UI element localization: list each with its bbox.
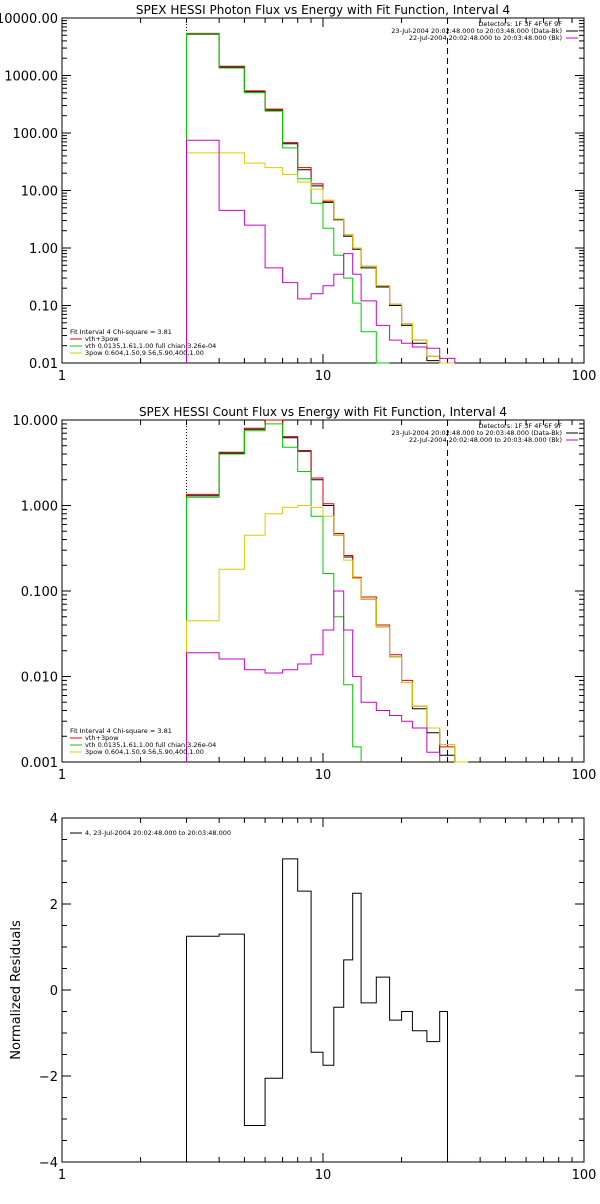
y-tick-label: 0.10 [29, 300, 58, 315]
series-3pow [186, 505, 469, 763]
series-vth [186, 423, 362, 762]
residuals-plot: 1 10 100 −4 −2 0 2 4 Normalized Residuals 4, 23-J… [9, 812, 596, 1183]
y-tick-label: 4 [50, 812, 58, 827]
y-tick-label: 10000.00 [0, 12, 58, 27]
legend-entry: 3pow 0.604,1.50,9.56,5.90,400,1.00 [85, 349, 204, 357]
y-tick-label: 2 [50, 898, 58, 913]
series-vth [186, 33, 390, 364]
chart-title: SPEX HESSI Photon Flux vs Energy with Fi… [136, 3, 510, 17]
legend-entry: 3pow 0.604,1.50,9.56,5.90,400,1.00 [85, 748, 204, 756]
y-tick-label: 100.00 [13, 127, 59, 142]
x-tick-label: 1 [58, 1168, 66, 1183]
legend-entry: 23-Jul-2004 20:02:48.000 to 20:03:48.000… [391, 27, 562, 35]
legend-entry: Detectors: 1F 3F 4F 6F 9F [478, 422, 562, 430]
chart-title: SPEX HESSI Count Flux vs Energy with Fit… [139, 405, 507, 419]
x-tick-label: 10 [315, 768, 332, 783]
plot-frame [61, 419, 585, 763]
legend-entry: 22-Jul-2004 20:02:48.000 to 20:03:48.000… [409, 34, 562, 42]
series-data-bk [186, 419, 456, 762]
series-residuals [186, 858, 448, 1162]
legend-entry: 4, 23-Jul-2004 20:02:48.000 to 20:03:48.… [85, 829, 231, 837]
x-tick-label: 100 [572, 768, 597, 783]
y-tick-label: 1000.00 [4, 70, 58, 85]
y-tick-label: 0.010 [21, 671, 58, 686]
legend-entry: vth+3pow [85, 734, 119, 742]
series-bk [186, 590, 441, 762]
legend-entry: Fit Interval 4 Chi-square = 3.81 [70, 328, 172, 336]
series-3pow [186, 152, 455, 364]
plot-frame [61, 817, 585, 1163]
x-tick-label: 100 [572, 369, 597, 384]
y-tick-label: 10.000 [13, 414, 59, 429]
legend-entry: Detectors: 1F 3F 4F 6F 9F [478, 20, 562, 28]
count-flux-plot: SPEX HESSI Count Flux vs Energy with Fit… [13, 405, 597, 783]
series-vth-3pow [186, 32, 455, 364]
y-tick-label: 1.00 [29, 242, 58, 257]
photon-flux-plot: SPEX HESSI Photon Flux vs Energy with Fi… [0, 3, 596, 384]
y-axis-label: Normalized Residuals [9, 920, 24, 1060]
legend-entry: Fit Interval 4 Chi-square = 3.81 [70, 727, 172, 735]
y-tick-label: 0.01 [29, 357, 58, 372]
x-tick-label: 1 [58, 369, 66, 384]
legend-entry: vth 0.0135,1.61,1.00 full chian 3.26e-04 [85, 741, 216, 749]
x-tick-label: 10 [315, 369, 332, 384]
y-tick-label: 0 [50, 984, 58, 999]
legend-entry: 23-Jul-2004 20:02:48.000 to 20:03:48.000… [391, 429, 562, 437]
legend-entry: 22-Jul-2004 20:02:48.000 to 20:03:48.000… [409, 436, 562, 444]
y-tick-label: 1.000 [21, 500, 58, 515]
x-tick-label: 10 [315, 1168, 332, 1183]
legend-entry: vth+3pow [85, 335, 119, 343]
series-vth-3pow [186, 419, 456, 762]
series-bk [186, 139, 456, 363]
y-tick-label: −4 [39, 1156, 58, 1171]
y-tick-label: 0.100 [21, 585, 58, 600]
x-tick-label: 1 [58, 768, 66, 783]
y-tick-label: −2 [39, 1070, 58, 1085]
y-tick-label: 0.001 [21, 756, 58, 771]
x-tick-label: 100 [572, 1168, 597, 1183]
series-data-bk [186, 33, 441, 363]
y-tick-label: 10.00 [21, 185, 58, 200]
legend-entry: vth 0.0135,1.61,1.00 full chian 3.26e-04 [85, 342, 216, 350]
